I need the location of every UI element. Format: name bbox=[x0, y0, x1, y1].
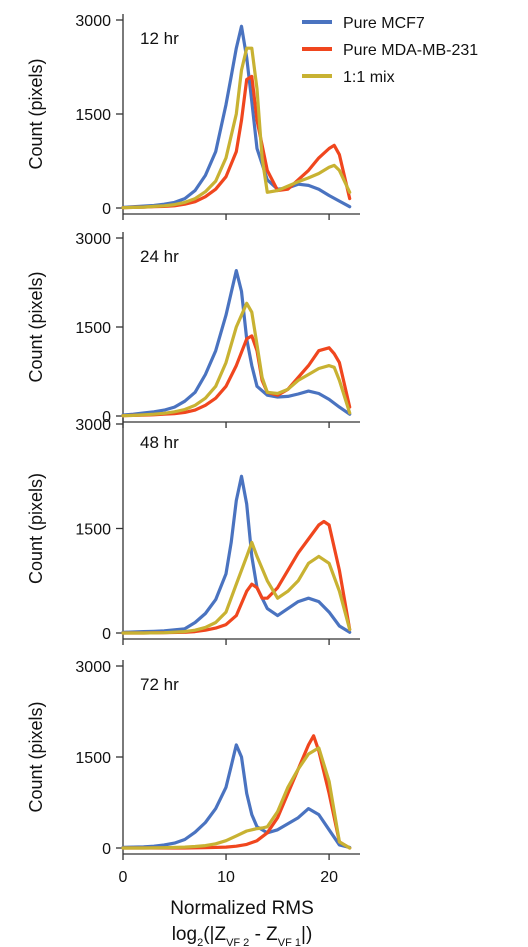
y-tick-label: 0 bbox=[102, 409, 111, 426]
panel-label: 24 hr bbox=[140, 247, 179, 266]
panel-label: 48 hr bbox=[140, 433, 179, 452]
y-tick-label: 3000 bbox=[75, 13, 111, 30]
y-tick-label: 1500 bbox=[75, 107, 111, 124]
panel-72-hr: 0 1500 3000 0 10 20 Count (pixels) 72 hr bbox=[26, 659, 360, 886]
legend: Pure MCF7 Pure MDA-MB-231 1:1 mix bbox=[302, 15, 478, 86]
x-tick-label: 0 bbox=[119, 869, 128, 886]
y-tick-label: 3000 bbox=[75, 231, 111, 248]
series-line-pure-mcf7-24-hr bbox=[121, 269, 352, 417]
y-axis-title: Count (pixels) bbox=[26, 271, 46, 382]
y-tick-label: 3000 bbox=[75, 417, 111, 434]
x-tick-label: 10 bbox=[217, 869, 235, 886]
panel-label: 72 hr bbox=[140, 675, 179, 694]
y-axis-title: Count (pixels) bbox=[26, 701, 46, 812]
x-tick-label: 20 bbox=[320, 869, 338, 886]
y-tick-label: 1500 bbox=[75, 522, 111, 539]
y-tick-label: 3000 bbox=[75, 659, 111, 676]
series-line-pure-mda-mb-231-24-hr bbox=[121, 334, 352, 418]
series-line-pure-mda-mb-231-72-hr bbox=[121, 734, 352, 850]
panel-24-hr: 0 1500 3000 Count (pixels) 24 hr bbox=[26, 231, 360, 428]
y-axis-title: Count (pixels) bbox=[26, 58, 46, 169]
panel-12-hr: 0 1500 3000 Count (pixels) 12 hr bbox=[26, 13, 360, 220]
y-tick-label: 1500 bbox=[75, 750, 111, 767]
series-line-1-1-mix-48-hr bbox=[121, 540, 352, 635]
x-axis-formula: log2(|ZVF 2 - ZVF 1|) bbox=[172, 924, 313, 947]
y-tick-label: 1500 bbox=[75, 320, 111, 337]
series-line-pure-mcf7-48-hr bbox=[121, 474, 352, 634]
y-axis-title: Count (pixels) bbox=[26, 473, 46, 584]
y-tick-label: 0 bbox=[102, 201, 111, 218]
legend-label-pure-mda-mb-231: Pure MDA-MB-231 bbox=[343, 42, 478, 59]
legend-label-pure-mcf7: Pure MCF7 bbox=[343, 15, 425, 32]
series-line-1-1-mix-12-hr bbox=[121, 46, 352, 210]
x-axis-title: Normalized RMS bbox=[170, 898, 314, 919]
series-line-pure-mcf7-12-hr bbox=[121, 24, 352, 209]
series-line-1-1-mix-72-hr bbox=[121, 746, 352, 850]
panel-label: 12 hr bbox=[140, 29, 179, 48]
y-tick-label: 0 bbox=[102, 841, 111, 858]
legend-label-1-1-mix: 1:1 mix bbox=[343, 69, 395, 86]
series-line-pure-mcf7-72-hr bbox=[121, 743, 352, 850]
series-line-pure-mda-mb-231-48-hr bbox=[121, 519, 352, 635]
series-line-1-1-mix-24-hr bbox=[121, 301, 352, 418]
panel-48-hr: 0 1500 3000 Count (pixels) 48 hr bbox=[26, 417, 360, 645]
y-tick-label: 0 bbox=[102, 626, 111, 643]
